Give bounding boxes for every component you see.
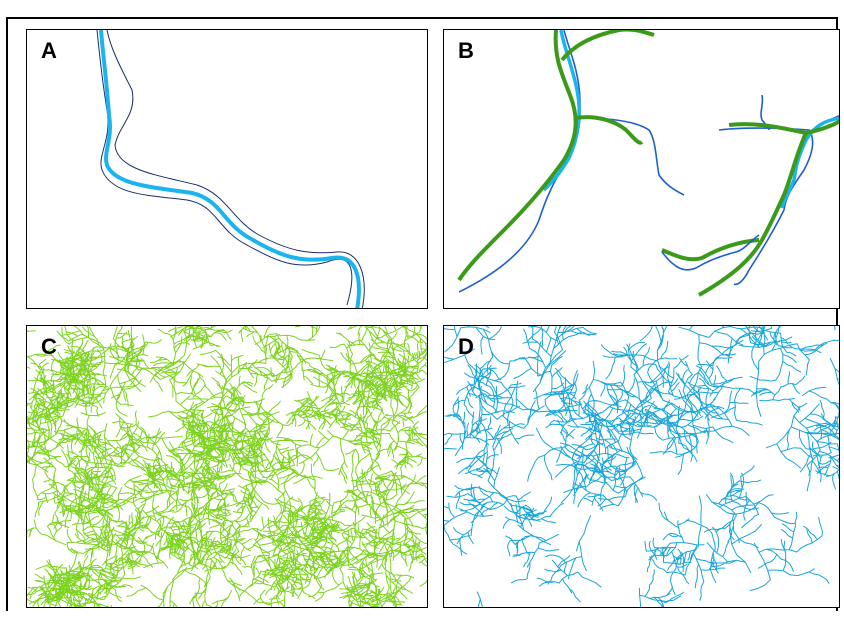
figure-frame bbox=[6, 17, 838, 611]
map-d-drainage-network bbox=[444, 326, 839, 607]
river-main-channel bbox=[99, 30, 361, 308]
map-b-rivers bbox=[457, 30, 839, 297]
river-green-left-top bbox=[560, 30, 655, 62]
panel-d: D bbox=[443, 325, 840, 608]
river-bank-right bbox=[106, 30, 365, 308]
river-cyan-right bbox=[780, 116, 839, 209]
stream-network bbox=[444, 326, 839, 607]
map-c-drainage-network bbox=[27, 326, 427, 607]
panel-c: C bbox=[26, 325, 428, 608]
panel-label-a: A bbox=[41, 38, 57, 63]
river-green-right-main bbox=[698, 132, 808, 297]
river-green-left-branch bbox=[575, 115, 644, 145]
panel-label-d: D bbox=[458, 334, 474, 359]
river-green-left bbox=[457, 30, 578, 282]
river-cyan-left bbox=[542, 30, 581, 192]
panel-label-b: B bbox=[458, 38, 474, 63]
river-blue-right-branch bbox=[661, 234, 760, 271]
panel-label-c: C bbox=[41, 334, 57, 359]
river-blue-left-branch bbox=[579, 117, 685, 196]
panel-a: A bbox=[26, 29, 428, 309]
river-green-right-branch bbox=[661, 238, 760, 262]
panel-b: B bbox=[443, 29, 840, 309]
map-a-rivers bbox=[96, 30, 365, 308]
stream-network bbox=[27, 326, 427, 607]
river-blue-right-tributary bbox=[760, 94, 770, 131]
